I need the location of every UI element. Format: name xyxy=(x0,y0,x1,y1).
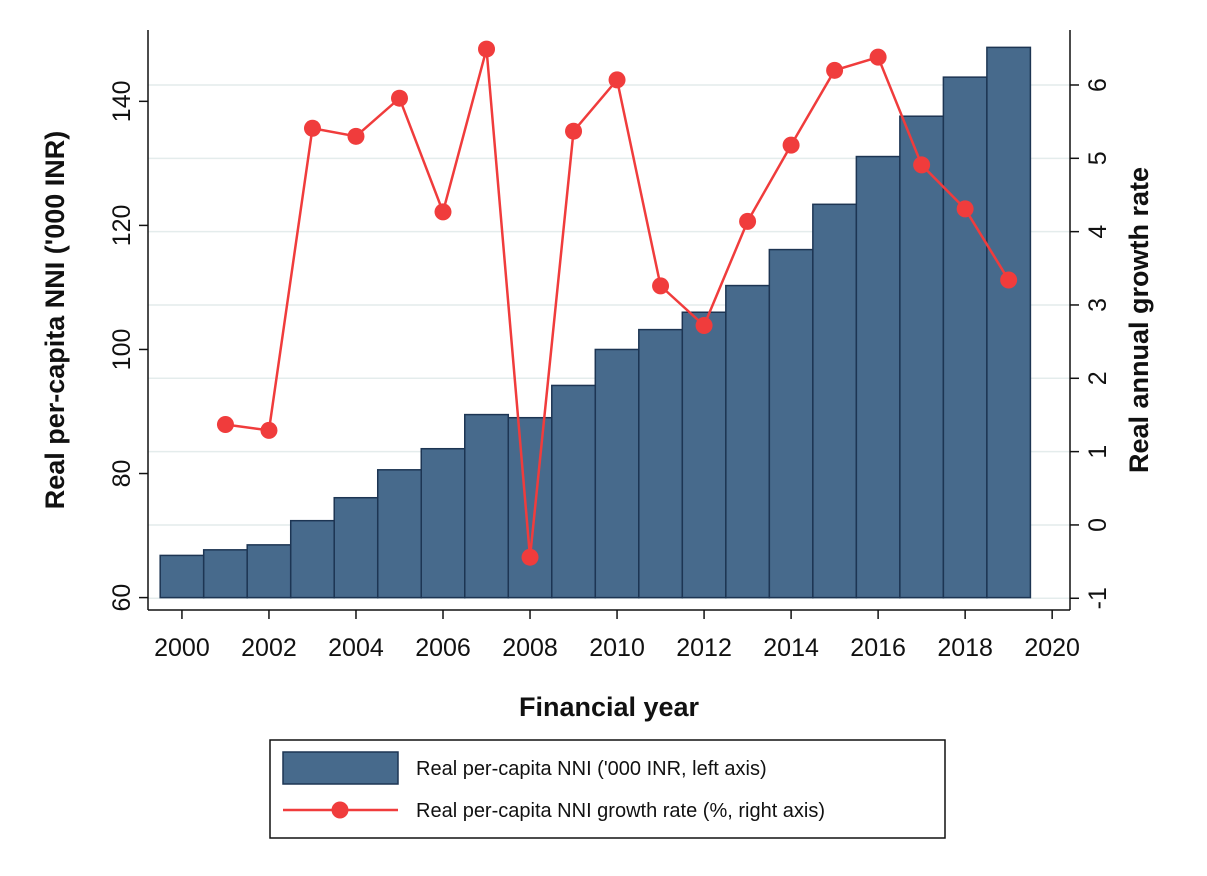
marker xyxy=(478,40,496,58)
marker xyxy=(869,48,887,66)
bar xyxy=(507,416,553,599)
marker xyxy=(303,119,321,137)
y-tick-label: 60 xyxy=(108,584,136,612)
bar xyxy=(376,469,422,599)
x-tick-label: 2012 xyxy=(676,634,732,662)
marker xyxy=(565,122,583,140)
bar xyxy=(855,155,901,599)
y2-tick-label: 5 xyxy=(1084,151,1112,165)
y2-tick-label: 6 xyxy=(1084,78,1112,92)
marker xyxy=(652,277,670,295)
bar xyxy=(289,519,335,599)
y2-tick-label: -1 xyxy=(1084,587,1112,609)
marker xyxy=(608,71,626,89)
y-tick-label: 100 xyxy=(108,329,136,371)
marker xyxy=(434,203,452,221)
marker xyxy=(826,61,844,79)
legend-marker xyxy=(331,801,349,819)
bar xyxy=(333,496,379,599)
marker xyxy=(260,421,278,439)
x-tick-label: 2014 xyxy=(763,634,819,662)
bar xyxy=(464,413,510,599)
bar xyxy=(594,348,640,599)
legend-swatch xyxy=(282,751,399,785)
bar xyxy=(681,311,727,599)
x-tick-label: 2006 xyxy=(415,634,471,662)
bar xyxy=(202,549,248,599)
bar xyxy=(768,248,814,599)
marker xyxy=(390,89,408,107)
x-tick-label: 2010 xyxy=(589,634,645,662)
y2-tick-label: 2 xyxy=(1084,371,1112,385)
x-tick-label: 2000 xyxy=(154,634,210,662)
marker xyxy=(913,156,931,174)
bar xyxy=(551,384,597,599)
bar xyxy=(899,115,945,599)
legend-label: Real per-capita NNI growth rate (%, righ… xyxy=(416,800,825,822)
bar xyxy=(420,447,466,599)
legend-label: Real per-capita NNI ('000 INR, left axis… xyxy=(416,758,767,780)
marker xyxy=(956,200,974,218)
y2-tick-label: 4 xyxy=(1084,225,1112,239)
bar xyxy=(812,203,858,599)
bar xyxy=(159,554,205,599)
marker xyxy=(739,212,757,230)
marker xyxy=(521,548,539,566)
y-axis-title: Real per-capita NNI ('000 INR) xyxy=(40,131,70,510)
y-tick-label: 80 xyxy=(108,460,136,488)
marker xyxy=(347,127,365,145)
y2-axis-title: Real annual growth rate xyxy=(1124,167,1154,473)
y-tick-label: 140 xyxy=(108,80,136,122)
x-tick-label: 2004 xyxy=(328,634,384,662)
bar xyxy=(942,76,988,599)
y2-tick-label: 0 xyxy=(1084,518,1112,532)
y2-tick-label: 1 xyxy=(1084,445,1112,459)
marker xyxy=(216,415,234,433)
x-tick-label: 2002 xyxy=(241,634,297,662)
bar xyxy=(986,46,1032,599)
bar xyxy=(638,328,684,599)
x-tick-label: 2020 xyxy=(1024,634,1080,662)
bar xyxy=(725,284,771,599)
y-tick-label: 120 xyxy=(108,205,136,247)
bar xyxy=(246,544,292,599)
x-tick-label: 2016 xyxy=(850,634,906,662)
x-tick-label: 2008 xyxy=(502,634,558,662)
x-axis-title: Financial year xyxy=(519,692,700,722)
x-tick-label: 2018 xyxy=(937,634,993,662)
y2-tick-label: 3 xyxy=(1084,298,1112,312)
marker xyxy=(695,316,713,334)
marker xyxy=(1000,271,1018,289)
marker xyxy=(782,136,800,154)
